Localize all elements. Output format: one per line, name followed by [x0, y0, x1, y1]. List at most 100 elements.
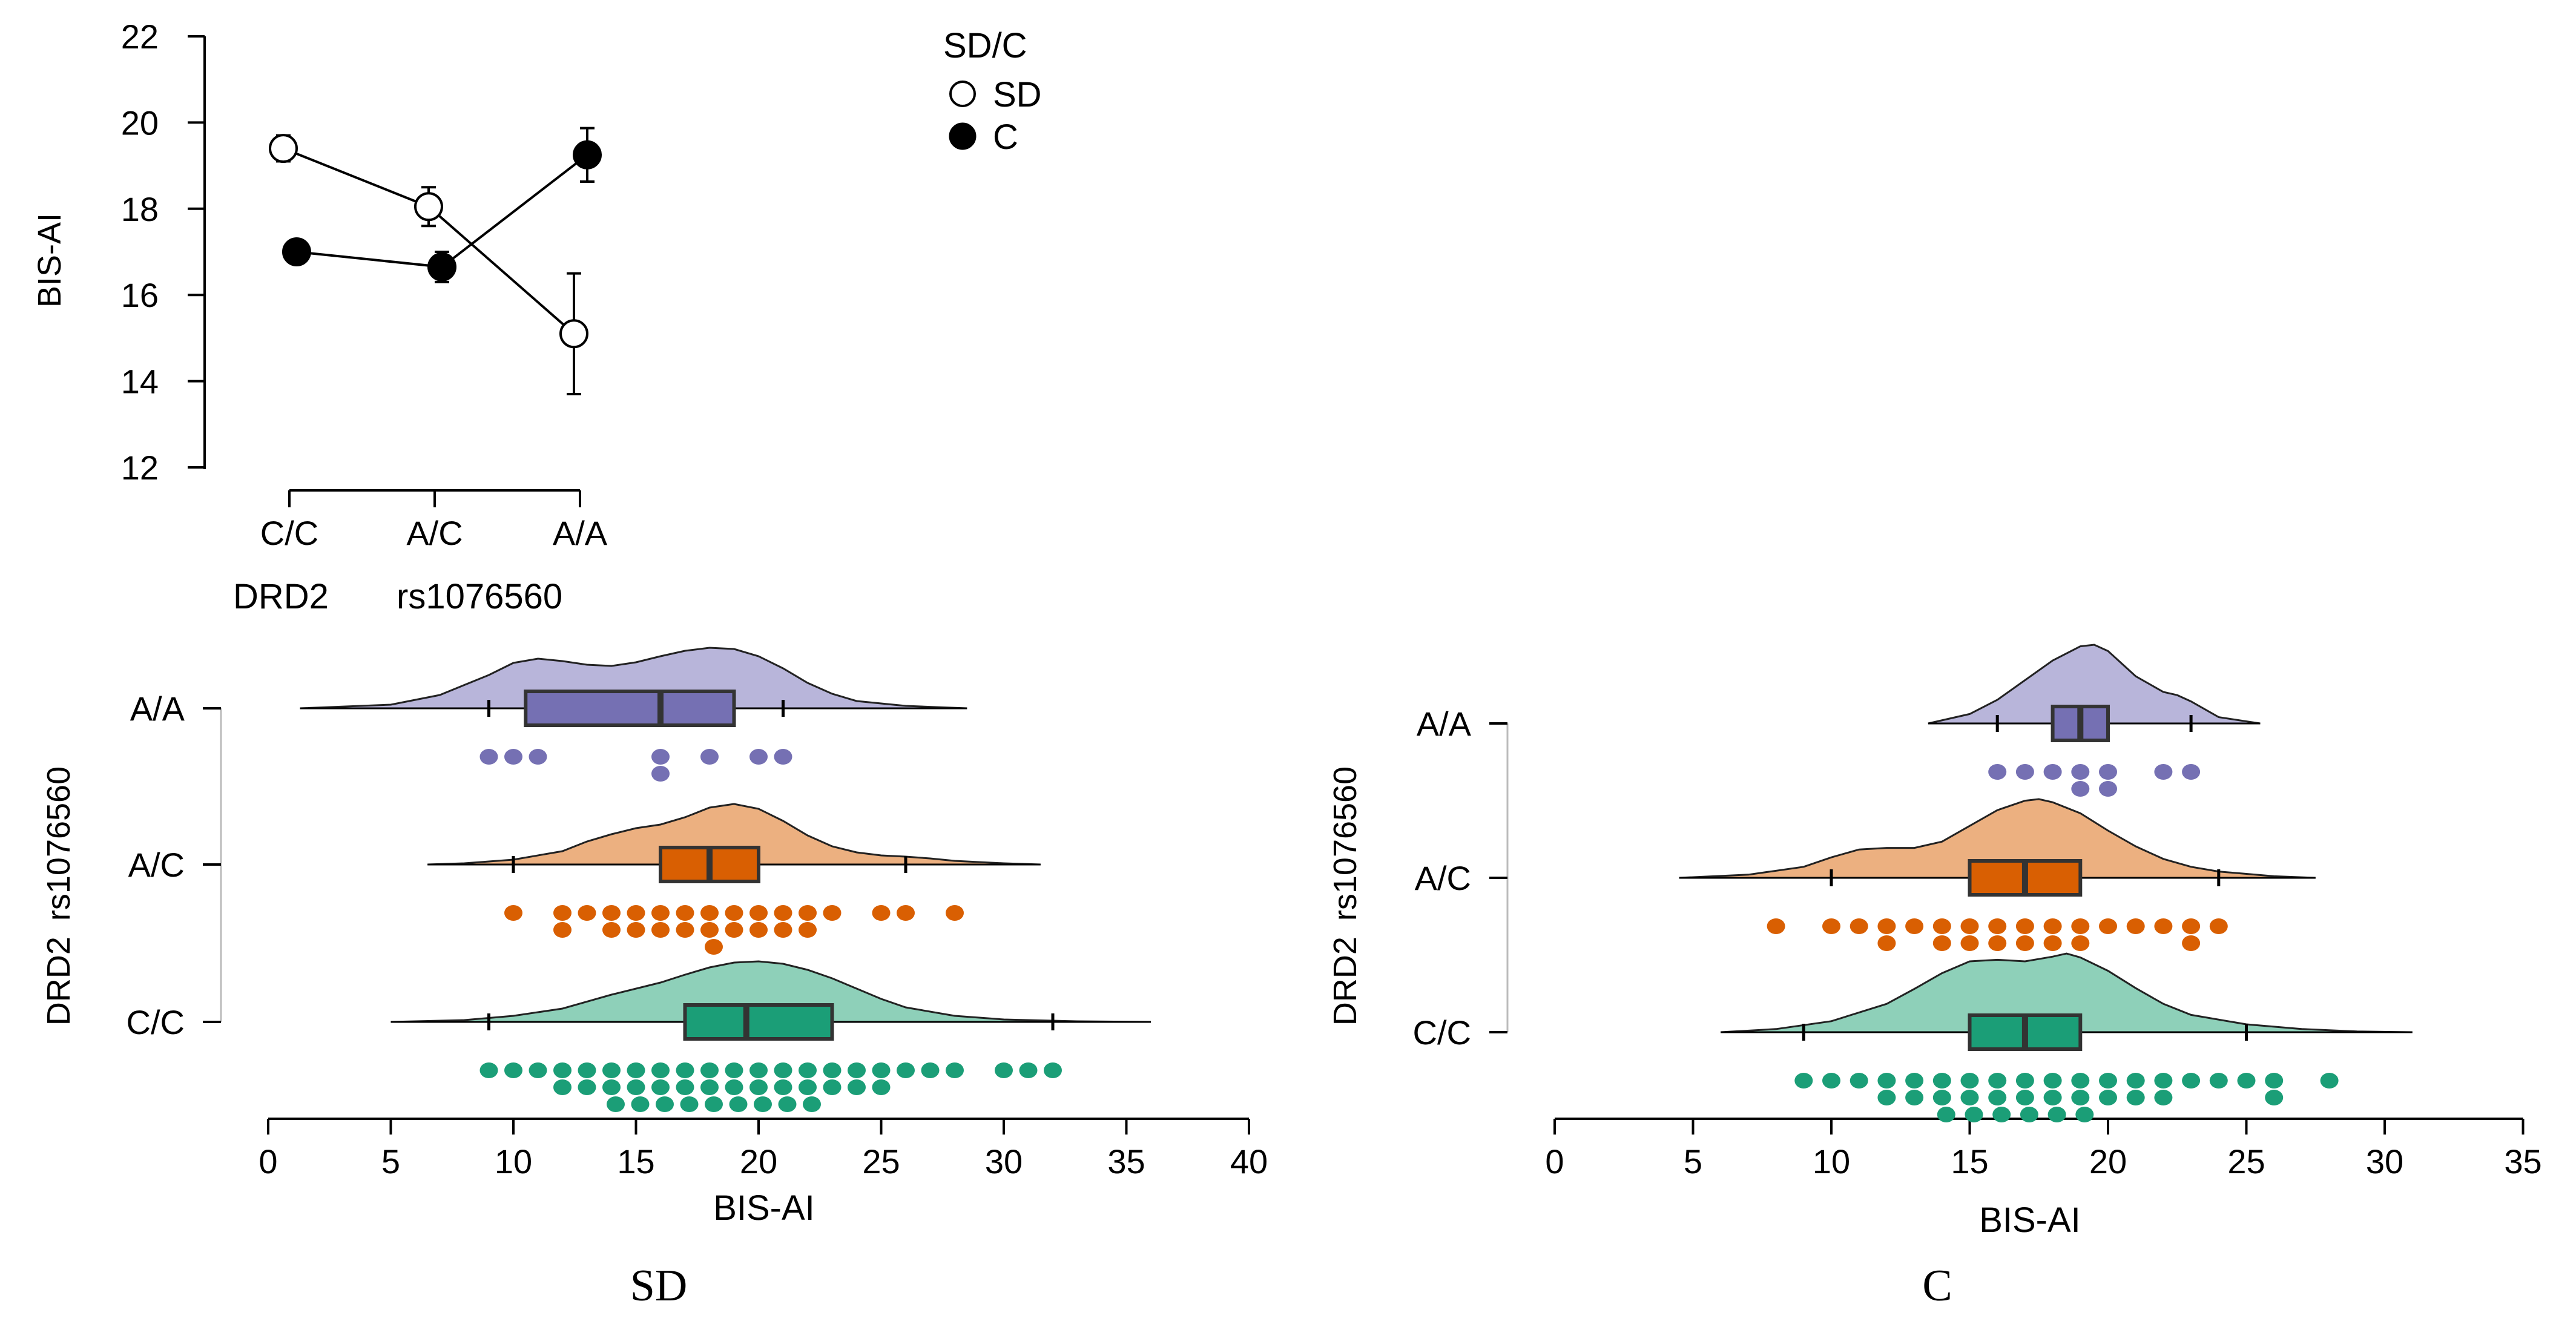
data-point: [2099, 918, 2117, 934]
data-point: [725, 1079, 743, 1095]
data-point: [705, 939, 723, 955]
data-point: [1932, 935, 1951, 951]
data-point: [700, 922, 719, 938]
data-point: [504, 1062, 522, 1078]
x-tick-label: 35: [1107, 1142, 1145, 1181]
raincloud-sd-y-label-gene: DRD2: [41, 937, 77, 1026]
data-point: [651, 922, 670, 938]
data-point: [2154, 1073, 2173, 1089]
data-point: [2182, 1073, 2201, 1089]
data-point: [1932, 918, 1951, 934]
y-tick-label: 22: [121, 18, 159, 56]
data-point: [627, 1062, 645, 1078]
data-point: [2015, 1073, 2034, 1089]
y-tick-label: 16: [121, 276, 159, 314]
data-point: [2265, 1073, 2284, 1089]
x-tick-label: 0: [1545, 1142, 1564, 1181]
data-point: [2182, 935, 2201, 951]
data-point: [749, 749, 768, 765]
point-sd: [269, 134, 298, 163]
y-tick-label: C/C: [1413, 1013, 1471, 1052]
y-tick-label: A/C: [128, 846, 185, 884]
data-point: [2043, 918, 2062, 934]
data-point: [676, 922, 694, 938]
data-point: [2043, 1090, 2062, 1105]
data-point: [479, 1062, 498, 1078]
data-point: [729, 1096, 748, 1112]
data-point: [651, 905, 670, 921]
y-tick-label: C/C: [127, 1003, 185, 1041]
data-point: [774, 1079, 792, 1095]
raincloud-c-y-label-snp: rs1076560: [1327, 766, 1363, 921]
data-point: [2154, 764, 2173, 780]
y-axis-label: BIS-AI: [31, 213, 68, 308]
data-point: [2071, 1073, 2090, 1089]
data-point: [749, 905, 768, 921]
data-point: [2071, 918, 2090, 934]
data-point: [2099, 1090, 2117, 1105]
raincloud-sd-x-label: BIS-AI: [713, 1188, 815, 1228]
density-cloud-CC: [390, 960, 1151, 1023]
data-point: [799, 1062, 817, 1078]
data-point: [803, 1096, 821, 1112]
y-tick-label: 12: [121, 449, 159, 487]
data-point: [627, 1079, 645, 1095]
box-AA: [524, 690, 736, 727]
data-point: [2265, 1090, 2284, 1105]
data-point: [774, 922, 792, 938]
x-tick-label: 40: [1230, 1142, 1268, 1181]
data-point: [651, 1062, 670, 1078]
data-point: [774, 905, 792, 921]
data-point: [651, 749, 670, 765]
legend-marker-c: [949, 122, 977, 150]
data-point: [1850, 918, 1868, 934]
data-point: [2071, 781, 2090, 797]
x-tick-label: 0: [259, 1142, 277, 1181]
data-point: [1965, 1107, 1983, 1122]
y-tick-label: A/A: [130, 690, 185, 728]
data-point: [799, 922, 817, 938]
caption-sd: SD: [630, 1261, 688, 1311]
data-point: [1988, 918, 2007, 934]
x-axis-label-snp: rs1076560: [397, 577, 562, 616]
data-point: [700, 1062, 719, 1078]
x-tick-label: 20: [2089, 1142, 2127, 1181]
data-point: [1850, 1073, 1868, 1089]
data-point: [823, 905, 842, 921]
data-point: [799, 1079, 817, 1095]
data-point: [2071, 1090, 2090, 1105]
data-point: [2071, 935, 2090, 951]
data-point: [504, 749, 522, 765]
data-point: [700, 749, 719, 765]
data-point: [607, 1096, 625, 1112]
data-point: [897, 1062, 915, 1078]
raincloud-c-y-label: DRD2 rs1076560: [1327, 766, 1363, 1026]
data-point: [2043, 764, 2062, 780]
data-point: [578, 1062, 596, 1078]
data-point: [578, 1079, 596, 1095]
data-point: [1988, 1073, 2007, 1089]
data-point: [2182, 918, 2201, 934]
data-point: [1992, 1107, 2011, 1122]
data-point: [2154, 918, 2173, 934]
data-point: [2099, 781, 2117, 797]
box-CC: [683, 1003, 834, 1041]
data-point: [2043, 935, 2062, 951]
data-point: [2126, 918, 2145, 934]
data-point: [1905, 1090, 1924, 1105]
data-point: [680, 1096, 699, 1112]
x-tick-label: 5: [1684, 1142, 1702, 1181]
y-tick-label: 14: [121, 363, 159, 401]
point-sd: [559, 319, 588, 349]
data-point: [2075, 1107, 2094, 1122]
raincloud-c-y-label-gene: DRD2: [1327, 937, 1363, 1026]
data-point: [2015, 935, 2034, 951]
data-point: [946, 1062, 964, 1078]
data-point: [1905, 1073, 1924, 1089]
data-point: [2015, 1090, 2034, 1105]
data-point: [2126, 1073, 2145, 1089]
raincloud-c-x-label: BIS-AI: [1979, 1200, 2081, 1240]
data-point: [602, 905, 621, 921]
x-tick-label: 15: [617, 1142, 654, 1181]
